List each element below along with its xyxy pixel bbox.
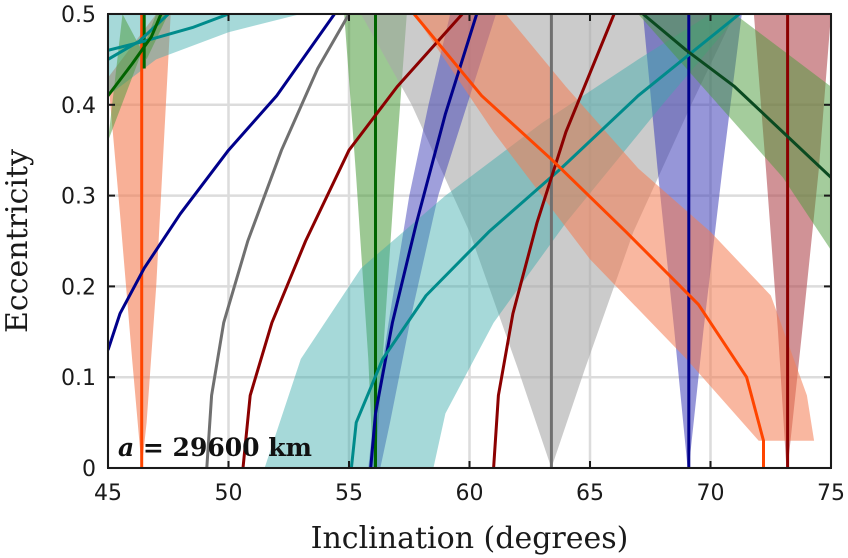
uncertainty-bands bbox=[108, 14, 831, 468]
x-tick-label-0: 45 bbox=[94, 481, 122, 506]
series-teal-curve-55.1 bbox=[349, 14, 741, 468]
annotation-variable: a bbox=[118, 433, 134, 462]
y-axis-label: Eccentricity bbox=[0, 149, 35, 333]
series-green-line-topleft bbox=[108, 14, 163, 97]
annotation-value: = 29600 km bbox=[134, 433, 312, 462]
y-tick-labels: 0 0.1 0.2 0.3 0.4 0.5 bbox=[61, 3, 96, 482]
axis-ticks bbox=[107, 13, 832, 469]
x-tick-labels: 45 50 55 60 65 70 75 bbox=[94, 481, 845, 506]
series-blue-curve-55.9 bbox=[369, 14, 479, 468]
x-tick-label-2: 55 bbox=[335, 481, 363, 506]
y-tick-label-1: 0.1 bbox=[61, 366, 96, 391]
series-darkgreen-diagonal bbox=[642, 14, 831, 179]
band-red-i46 bbox=[108, 14, 171, 468]
x-tick-label-3: 60 bbox=[456, 481, 484, 506]
y-tick-label-3: 0.3 bbox=[61, 185, 96, 210]
y-tick-label-0: 0 bbox=[82, 457, 96, 482]
x-axis-label: Inclination (degrees) bbox=[311, 521, 629, 556]
series-gray-curve-49 bbox=[205, 14, 351, 468]
semi-major-axis-annotation: a = 29600 km bbox=[118, 433, 312, 462]
y-tick-label-5: 0.5 bbox=[61, 3, 96, 28]
x-tick-label-6: 75 bbox=[817, 481, 845, 506]
band-teal-i55 bbox=[264, 14, 740, 468]
series-teal-line-top bbox=[108, 14, 230, 52]
x-tick-label-1: 50 bbox=[215, 481, 243, 506]
y-tick-label-4: 0.4 bbox=[61, 94, 96, 119]
band-blue-i57 bbox=[368, 14, 496, 468]
y-tick-label-2: 0.2 bbox=[61, 275, 96, 300]
band-green-diagonal bbox=[602, 14, 831, 251]
data-series bbox=[108, 14, 831, 468]
band-red-diagonal bbox=[414, 14, 815, 441]
series-blue-curve-45 bbox=[108, 14, 336, 351]
x-tick-label-5: 70 bbox=[697, 481, 725, 506]
series-maroon-curve-50.6 bbox=[241, 14, 464, 468]
series-orange-curve-57.7 bbox=[412, 14, 765, 468]
series-maroon-curve-61 bbox=[492, 14, 616, 468]
x-tick-label-4: 65 bbox=[576, 481, 604, 506]
